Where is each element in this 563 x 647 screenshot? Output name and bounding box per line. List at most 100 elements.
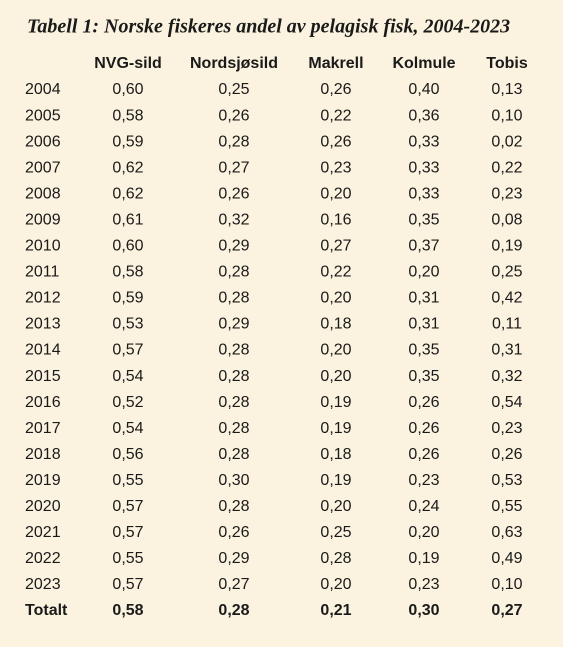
cell-value: 0,31	[408, 290, 439, 307]
cell-value: 0,30	[408, 602, 439, 619]
cell-value: 0,31	[408, 316, 439, 333]
year-label: 2014	[25, 342, 61, 359]
cell-value: 0,52	[112, 394, 143, 411]
cell-value: 0,22	[320, 107, 351, 124]
cell-value: 0,54	[491, 394, 522, 411]
cell-value: 0,20	[320, 290, 351, 307]
year-label: 2015	[25, 368, 61, 385]
cell-value: 0,54	[112, 420, 143, 437]
cell-value: 0,33	[408, 185, 439, 202]
cell-value: 0,60	[112, 238, 143, 255]
cell-value: 0,29	[218, 238, 249, 255]
cell-value: 0,42	[491, 290, 522, 307]
cell-value: 0,30	[218, 472, 249, 489]
cell-value: 0,32	[218, 211, 249, 228]
cell-value: 0,33	[408, 133, 439, 150]
cell-value: 0,27	[320, 238, 351, 255]
year-label: 2023	[25, 576, 61, 593]
cell-value: 0,02	[491, 133, 522, 150]
cell-value: 0,57	[112, 524, 143, 541]
cell-value: 0,40	[408, 81, 439, 98]
cell-value: 0,10	[491, 107, 522, 124]
cell-value: 0,20	[320, 498, 351, 515]
year-label: 2011	[25, 264, 60, 281]
cell-value: 0,23	[491, 420, 522, 437]
cell-value: 0,20	[320, 185, 351, 202]
cell-value: 0,19	[320, 472, 351, 489]
cell-value: 0,28	[218, 446, 249, 463]
cell-value: 0,28	[218, 368, 249, 385]
cell-value: 0,61	[112, 211, 143, 228]
cell-value: 0,23	[408, 576, 439, 593]
cell-value: 0,53	[112, 316, 143, 333]
year-label: 2006	[25, 133, 61, 150]
cell-value: 0,29	[218, 550, 249, 567]
cell-value: 0,08	[491, 211, 522, 228]
cell-value: 0,25	[320, 524, 351, 541]
cell-value: 0,28	[320, 550, 351, 567]
year-label: 2018	[25, 446, 61, 463]
cell-value: 0,27	[218, 576, 249, 593]
cell-value: 0,22	[491, 159, 522, 176]
cell-value: 0,53	[491, 472, 522, 489]
cell-value: 0,28	[218, 498, 249, 515]
column-header: Tobis	[486, 55, 528, 72]
cell-value: 0,20	[408, 264, 439, 281]
year-label: 2017	[25, 420, 61, 437]
cell-value: 0,54	[112, 368, 143, 385]
year-label: 2013	[25, 316, 61, 333]
cell-value: 0,55	[112, 550, 143, 567]
cell-value: 0,37	[408, 238, 439, 255]
year-label: 2021	[25, 524, 61, 541]
cell-value: 0,22	[320, 264, 351, 281]
cell-value: 0,18	[320, 446, 351, 463]
cell-value: 0,25	[218, 81, 249, 98]
cell-value: 0,10	[491, 576, 522, 593]
cell-value: 0,23	[320, 159, 351, 176]
cell-value: 0,33	[408, 159, 439, 176]
cell-value: 0,23	[408, 472, 439, 489]
cell-value: 0,19	[320, 420, 351, 437]
cell-value: 0,28	[218, 264, 249, 281]
cell-value: 0,25	[491, 264, 522, 281]
cell-value: 0,20	[320, 342, 351, 359]
cell-value: 0,62	[112, 185, 143, 202]
year-label: 2007	[25, 159, 61, 176]
column-header: Kolmule	[392, 55, 455, 72]
cell-value: 0,28	[218, 342, 249, 359]
cell-value: 0,26	[218, 107, 249, 124]
cell-value: 0,28	[218, 290, 249, 307]
cell-value: 0,19	[491, 238, 522, 255]
cell-value: 0,55	[491, 498, 522, 515]
column-header: Makrell	[308, 55, 363, 72]
cell-value: 0,29	[218, 316, 249, 333]
cell-value: 0,36	[408, 107, 439, 124]
cell-value: 0,49	[491, 550, 522, 567]
cell-value: 0,58	[112, 264, 143, 281]
year-label: 2005	[25, 107, 61, 124]
cell-value: 0,26	[320, 133, 351, 150]
total-label: Totalt	[25, 602, 68, 619]
cell-value: 0,31	[491, 342, 522, 359]
year-label: 2016	[25, 394, 61, 411]
year-label: 2010	[25, 238, 61, 255]
cell-value: 0,60	[112, 81, 143, 98]
cell-value: 0,26	[408, 394, 439, 411]
cell-value: 0,26	[408, 420, 439, 437]
cell-value: 0,58	[112, 107, 143, 124]
column-header: NVG-sild	[94, 55, 162, 72]
cell-value: 0,35	[408, 342, 439, 359]
cell-value: 0,24	[408, 498, 439, 515]
cell-value: 0,20	[320, 368, 351, 385]
cell-value: 0,57	[112, 576, 143, 593]
cell-value: 0,26	[218, 524, 249, 541]
cell-value: 0,35	[408, 211, 439, 228]
cell-value: 0,59	[112, 290, 143, 307]
cell-value: 0,59	[112, 133, 143, 150]
year-label: 2020	[25, 498, 61, 515]
cell-value: 0,26	[408, 446, 439, 463]
cell-value: 0,28	[218, 420, 249, 437]
cell-value: 0,28	[218, 394, 249, 411]
